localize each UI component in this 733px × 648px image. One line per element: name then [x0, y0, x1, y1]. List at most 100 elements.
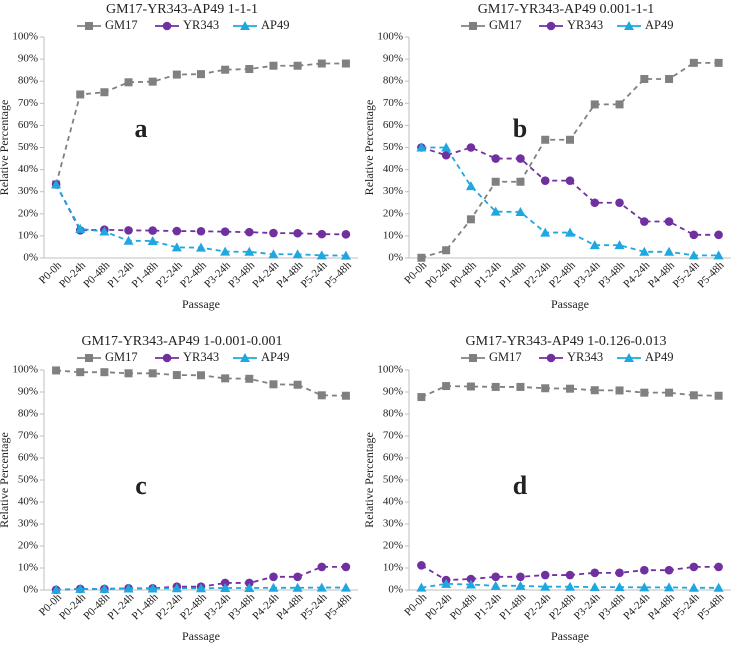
legend-marker-gm17: [85, 22, 93, 30]
y-tick-label: 20%: [383, 207, 403, 219]
data-point-yr343: [417, 561, 426, 570]
y-tick-label: 100%: [12, 31, 38, 43]
data-point-gm17: [269, 61, 278, 70]
data-point-yr343: [615, 568, 624, 578]
y-tick-label: 10%: [18, 562, 38, 574]
series-ap49: [51, 582, 351, 594]
data-point-gm17: [317, 391, 326, 400]
data-point-gm17: [689, 391, 698, 400]
x-tick-label: P3-24h: [572, 259, 603, 290]
legend-marker-ap49: [624, 21, 634, 30]
data-point-yr343: [269, 572, 278, 582]
data-point-yr343: [590, 568, 600, 578]
data-point-ap49: [540, 227, 551, 237]
data-point-ap49: [589, 240, 600, 250]
legend-marker-ap49: [624, 353, 634, 362]
data-point-ap49: [171, 583, 182, 593]
data-point-gm17: [221, 374, 230, 383]
data-point-gm17: [293, 380, 302, 389]
x-axis-title: Passage: [182, 297, 220, 311]
data-point-ap49: [171, 242, 182, 252]
data-point-ap49: [196, 583, 206, 593]
x-tick-label: P3-48h: [596, 259, 627, 290]
series-gm17: [417, 382, 723, 402]
y-tick-label: 80%: [18, 75, 38, 87]
data-point-gm17: [148, 77, 157, 86]
data-point-ap49: [51, 584, 62, 594]
y-tick-label: 50%: [18, 474, 38, 486]
data-point-ap49: [614, 582, 625, 592]
data-point-ap49: [565, 227, 575, 237]
x-axis-title: Passage: [551, 297, 589, 311]
data-point-yr343: [565, 570, 575, 580]
data-point-gm17: [197, 371, 205, 380]
series-yr343: [417, 561, 723, 585]
x-tick-label: P4-24h: [621, 259, 652, 290]
data-point-yr343: [220, 578, 230, 588]
y-tick-label: 50%: [383, 474, 403, 486]
y-tick-label: 0%: [388, 252, 403, 264]
data-point-gm17: [466, 382, 475, 391]
legend-marker-yr343: [162, 21, 172, 31]
chart-title: GM17-YR343-AP49 1-0.001-0.001: [81, 334, 282, 349]
data-point-ap49: [688, 250, 699, 260]
data-point-yr343: [590, 198, 600, 208]
data-point-ap49: [441, 142, 452, 152]
x-tick-label: P5-48h: [696, 259, 727, 290]
panel-label: b: [513, 114, 527, 143]
x-tick-label: P5-24h: [671, 591, 702, 622]
x-tick-label: P1-48h: [497, 259, 528, 290]
data-point-yr343: [540, 570, 550, 580]
data-point-yr343: [466, 143, 476, 152]
chart-title: GM17-YR343-AP49 0.001-1-1: [478, 2, 655, 17]
data-point-yr343: [341, 562, 351, 572]
data-point-ap49: [589, 582, 600, 592]
data-point-gm17: [640, 74, 649, 83]
data-point-gm17: [269, 380, 278, 389]
data-point-yr343: [615, 198, 624, 208]
panel-label: a: [135, 114, 148, 143]
data-point-gm17: [491, 382, 500, 391]
data-point-gm17: [124, 78, 133, 87]
data-point-yr343: [245, 227, 254, 237]
y-axis-title: Relative Percentage: [362, 432, 376, 528]
y-tick-label: 60%: [383, 119, 403, 131]
data-point-yr343: [317, 562, 327, 572]
legend: GM17 YR343 AP49: [461, 18, 673, 32]
x-tick-label: P2-48h: [547, 259, 578, 290]
data-point-gm17: [76, 368, 85, 377]
legend-label-gm17: GM17: [489, 350, 522, 364]
data-point-gm17: [341, 391, 350, 400]
data-point-ap49: [416, 582, 427, 592]
series-line-gm17: [55, 62, 346, 185]
y-tick-label: 40%: [18, 163, 38, 175]
y-tick-label: 30%: [383, 185, 403, 197]
data-point-gm17: [221, 65, 230, 74]
data-point-gm17: [566, 135, 574, 144]
data-point-yr343: [196, 226, 206, 236]
y-tick-label: 0%: [23, 584, 38, 596]
data-point-ap49: [490, 580, 501, 590]
legend: GM17 YR343 AP49: [77, 350, 289, 364]
data-point-gm17: [341, 59, 350, 68]
data-point-ap49: [316, 582, 327, 592]
data-point-ap49: [416, 142, 427, 152]
data-point-ap49: [292, 582, 303, 592]
data-point-ap49: [664, 246, 675, 256]
panel-label: d: [513, 471, 528, 500]
series-gm17: [417, 58, 723, 262]
y-tick-label: 50%: [18, 141, 38, 153]
legend: GM17 YR343 AP49: [461, 350, 673, 364]
y-tick-label: 90%: [18, 53, 38, 65]
x-tick-label: P3-24h: [572, 591, 603, 622]
data-point-gm17: [665, 74, 674, 83]
x-tick-label: P1-24h: [473, 259, 504, 290]
data-point-gm17: [541, 135, 550, 144]
data-point-ap49: [268, 249, 279, 259]
data-point-ap49: [565, 581, 575, 591]
data-point-yr343: [491, 572, 500, 582]
data-point-gm17: [590, 100, 599, 109]
data-point-gm17: [516, 382, 525, 391]
